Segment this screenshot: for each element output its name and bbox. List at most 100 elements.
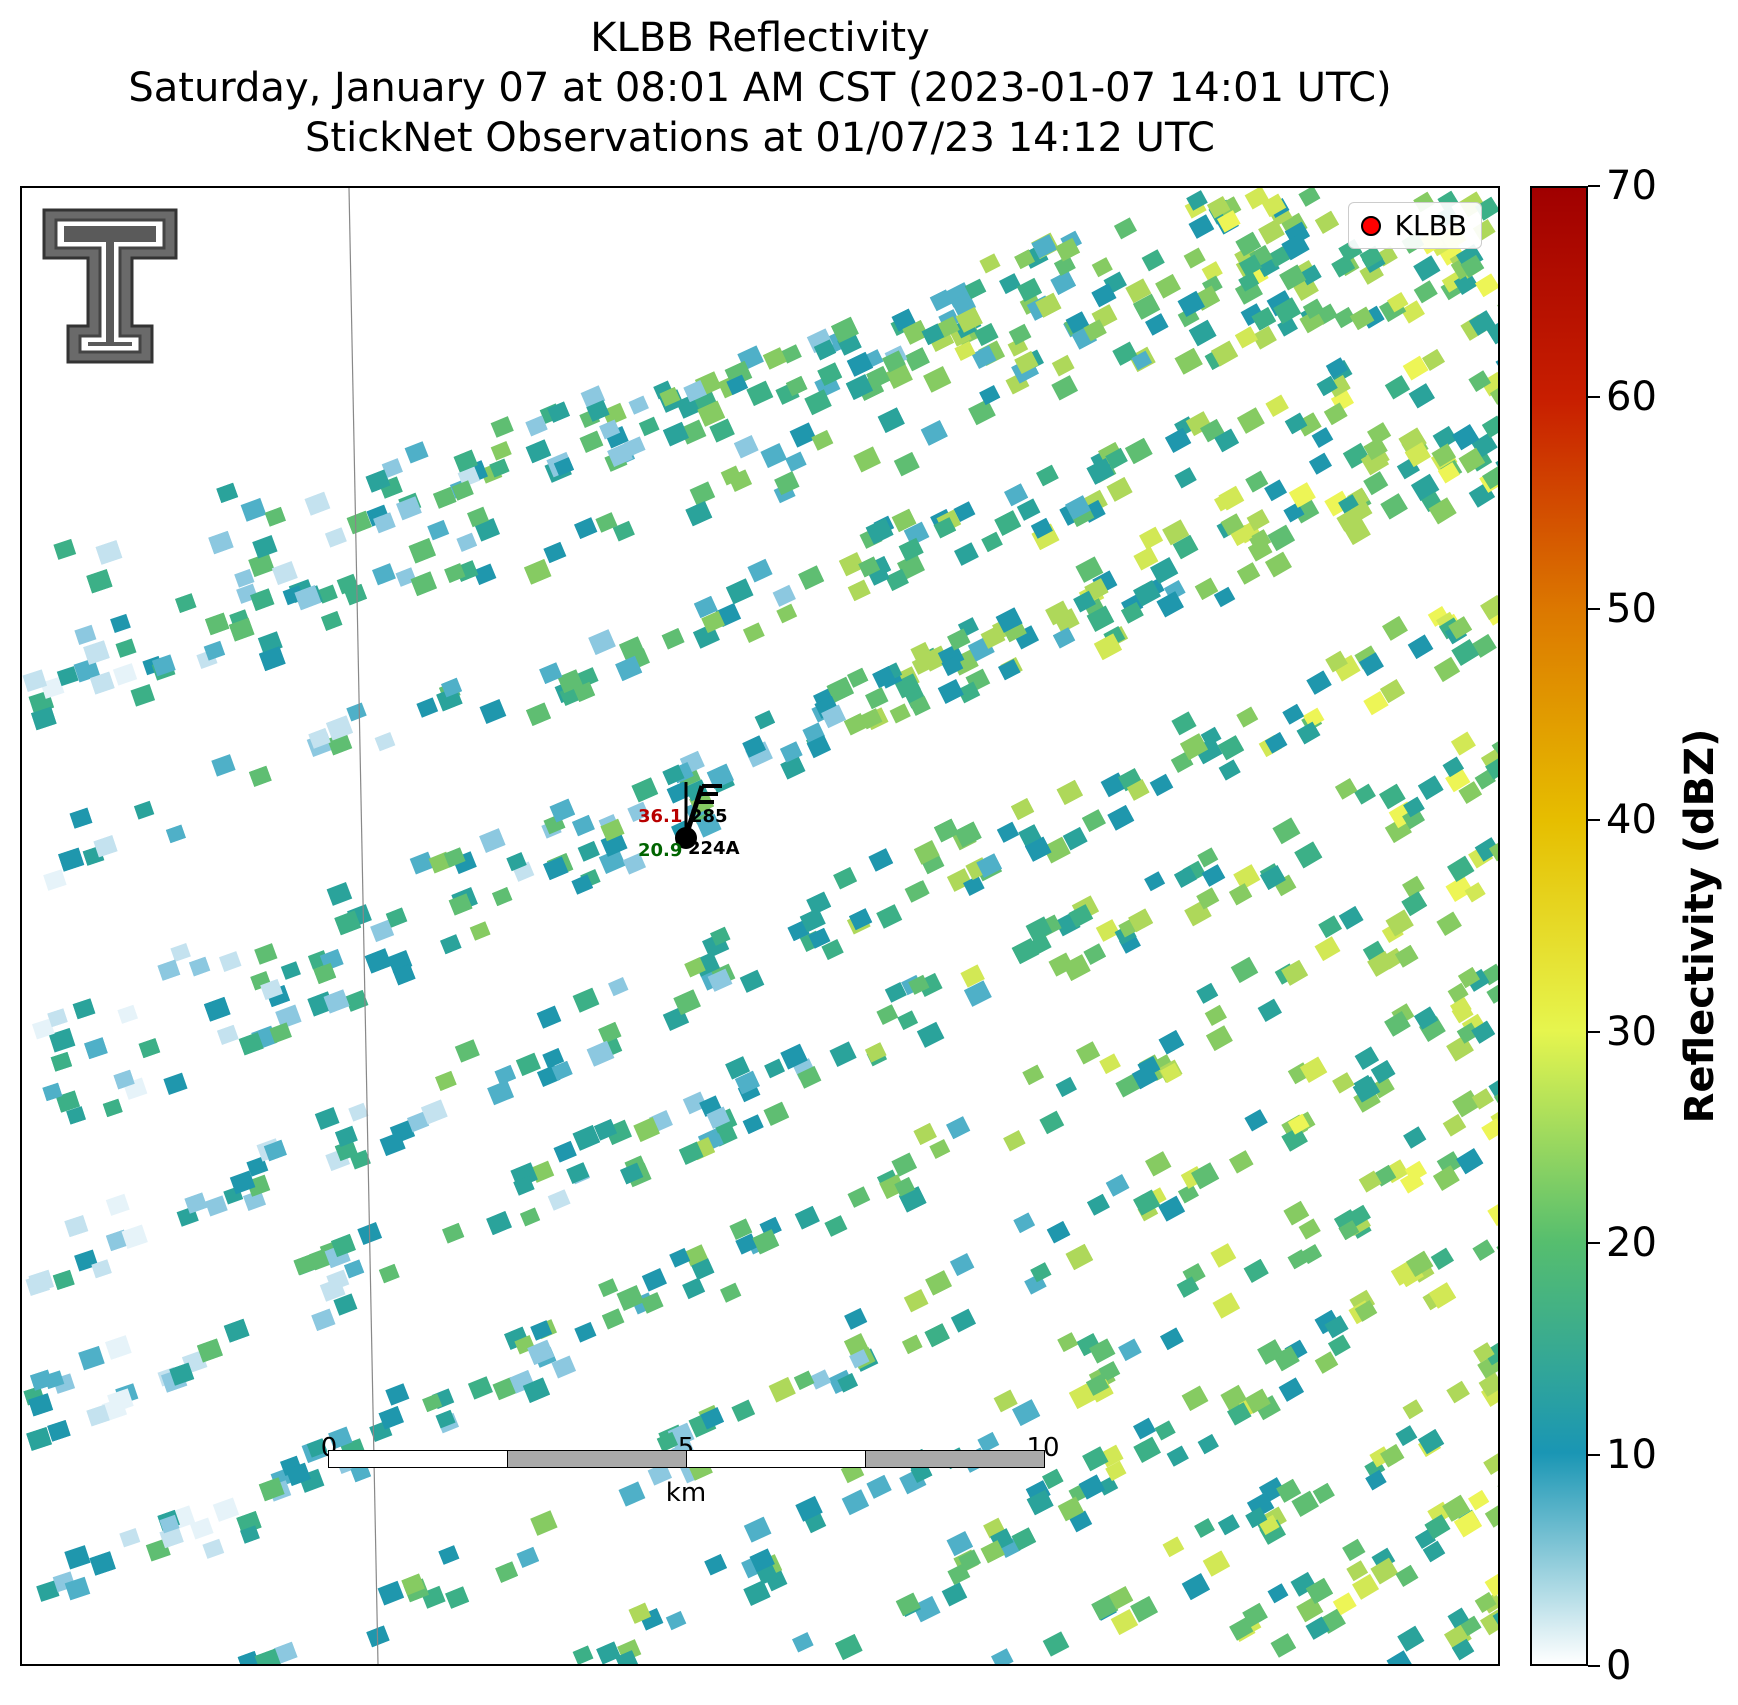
echo-cell [1346,1560,1369,1582]
echo-cell [243,1189,267,1212]
echo-cell [697,400,726,427]
echo-cell [1325,357,1348,379]
echo-cell [598,1021,622,1044]
echo-cell [1108,1586,1134,1610]
echo-cell [1302,298,1325,320]
echo-cell [1091,1594,1119,1621]
echo-cell [1051,375,1079,401]
echo-cell [1296,412,1322,437]
echo-cell [374,732,396,752]
echo-cell [733,435,759,459]
echo-cell [273,1641,298,1664]
echo-cell [901,1334,923,1355]
echo-cell [525,415,548,437]
colorbar-tick [1588,819,1600,822]
echo-cell [1196,982,1219,1004]
echo-cell [1287,1249,1309,1270]
echo-cell [1451,639,1480,666]
echo-cell [346,702,367,722]
echo-cell [311,1308,336,1332]
echo-cell [1487,1199,1498,1227]
echo-cell [1082,1446,1109,1472]
echo-cell [91,1259,112,1279]
echo-cell [1042,1468,1064,1490]
echo-cell [909,695,931,716]
echo-cell [385,1383,410,1406]
radar-map[interactable]: KLBB 36.1 285 20.9 224A 0 5 10 km [20,186,1500,1666]
echo-cell [1004,483,1029,507]
echo-cell [254,1648,282,1664]
echo-cell [1458,447,1486,474]
echo-cell [853,446,881,473]
echo-cell [1342,1538,1366,1562]
echo-cell [1471,1020,1496,1044]
echo-cell [954,821,982,848]
echo-cell [949,1252,975,1277]
echo-cell [794,1205,820,1230]
echo-cell [572,1645,594,1664]
echo-cell [1008,323,1032,346]
echo-cell [1234,326,1258,349]
echo-cell [1236,407,1265,434]
echo-cell [304,491,331,516]
echo-cell [1395,1425,1418,1447]
echo-cell [1131,1064,1159,1090]
echo-cell [1220,1384,1248,1411]
echo-cell [1483,1342,1498,1366]
echo-cell [467,1376,493,1400]
echo-cell [1451,1638,1475,1661]
echo-cell [441,677,463,698]
echo-cell [998,658,1021,681]
echo-cell [895,1592,921,1617]
echo-cell [641,1267,667,1292]
echo-cell [121,1224,148,1249]
echo-cell [323,989,350,1014]
echo-cell [1453,271,1479,295]
echo-cell [1016,498,1041,521]
echo-cell [95,540,123,565]
echo-cell [1105,1460,1127,1482]
echo-cell [1481,415,1498,438]
echo-cell [1056,779,1083,805]
echo-cell [735,1233,758,1255]
echo-cell [333,1293,358,1316]
echo-cell [1332,654,1361,682]
echo-cell [1475,273,1498,298]
echo-cell [1229,883,1253,906]
echo-cell [1474,837,1498,862]
echo-cell [821,938,844,961]
echo-cell [835,1633,863,1661]
echo-cell [1427,606,1450,627]
echo-cell [847,1186,871,1208]
echo-cell [990,1648,1014,1664]
echo-cell [47,1008,68,1028]
echo-cell [824,1215,848,1237]
echo-cell [682,1091,708,1115]
echo-cell [1349,306,1375,331]
echo-cell [1260,865,1286,890]
echo-cell [594,1118,618,1141]
echo-cell [1279,264,1307,291]
echo-cell [1227,1402,1252,1426]
echo-cell [1291,1490,1319,1517]
echo-cell [1197,1433,1219,1455]
echo-cell [334,910,362,936]
echo-cell [1468,1490,1490,1511]
echo-cell [1045,600,1072,626]
echo-cell [1305,1577,1334,1605]
echo-cell [473,563,497,586]
echo-cell [1491,735,1498,759]
echo-cell [84,1037,108,1060]
echo-cell [1433,656,1461,683]
echo-cell [1314,210,1340,234]
echo-cell [1251,307,1277,331]
echo-cell [768,1376,796,1403]
echo-cell [1133,1189,1161,1216]
echo-cell [661,628,685,650]
echo-cell [1273,874,1297,897]
echo-cell [78,1345,105,1371]
station-id: 224A [688,838,740,859]
echo-cell [1452,424,1480,451]
echo-cell [1338,494,1360,515]
echo-cell [682,1277,706,1300]
